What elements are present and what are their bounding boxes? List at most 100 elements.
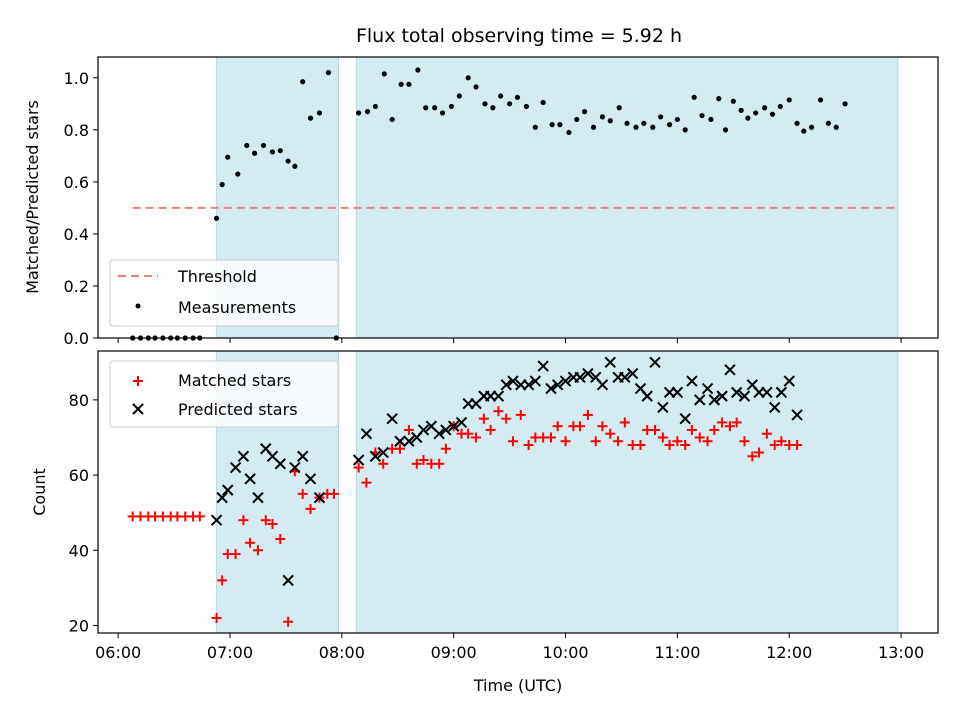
matched-star-point (776, 436, 787, 447)
matched-star-point (724, 421, 735, 432)
matched-star-point (575, 421, 586, 432)
matched-star-point (283, 616, 294, 627)
measurement-point (540, 99, 546, 106)
predicted-star-point (775, 386, 788, 399)
predicted-star-point (274, 458, 287, 470)
matched-star-point (769, 440, 780, 450)
x-tick-label: 09:00 (431, 643, 477, 662)
bottom-y-axis-label: Count (30, 468, 49, 516)
predicted-star-point (492, 390, 505, 402)
x-tick-label: 11:00 (654, 643, 700, 662)
predicted-legend-swatch (132, 403, 144, 415)
predicted-star-point (229, 461, 242, 474)
top-legend: Threshold Measurements (109, 259, 339, 327)
measurement-point (381, 71, 387, 77)
predicted-star-point (730, 386, 743, 399)
top-y-axis-label: Matched/Predicted stars (23, 100, 42, 294)
matched-star-point (702, 436, 713, 447)
measurement-point (235, 171, 241, 177)
bottom-shaded-intervals (216, 350, 899, 634)
matched-star-point (657, 432, 668, 443)
measurement-point (674, 116, 680, 123)
bottom-axes-frame (97, 350, 939, 634)
matched-star-point (260, 515, 271, 526)
predicted-star-point (386, 412, 398, 425)
predicted-star-point (447, 420, 460, 432)
predicted-star-point (352, 454, 365, 466)
predicted-star-point (551, 379, 564, 391)
measurement-point (507, 101, 513, 107)
matched-star-point (252, 545, 263, 556)
measurement-point (269, 149, 276, 155)
measurement-point (777, 103, 783, 110)
predicted-legend-label: Predicted stars (178, 400, 298, 419)
measurement-point (745, 115, 751, 121)
matched-star-point (230, 549, 241, 560)
bottom-legend: Matched stars Predicted stars (109, 360, 339, 428)
measurement-point (423, 105, 429, 111)
bottom-panel: 20 40 60 80 06:00 07:00 08:00 09:00 10:00 11:00 1… (30, 350, 939, 695)
measurement-point (482, 101, 488, 107)
x-tick-label: 08:00 (319, 643, 365, 662)
measurement-point (285, 158, 291, 164)
matched-star-point (378, 458, 389, 469)
y-tick-label: 60 (69, 466, 89, 485)
predicted-star-point (222, 484, 234, 496)
measurement-point (406, 81, 412, 87)
measurement-point (307, 115, 314, 121)
matched-star-point (297, 488, 308, 499)
top-panel: 0.0 0.2 0.4 0.6 0.8 1.0 Matched/Predicted sta… (23, 56, 939, 348)
measurement-point (251, 150, 258, 156)
matched-star-point (731, 417, 742, 428)
measurement-point (574, 116, 580, 123)
predicted-star-point (304, 473, 317, 485)
bottom-x-ticks: 06:00 07:00 08:00 09:00 10:00 11:00 12:00 13:00 (95, 633, 924, 662)
top-data-marks (130, 67, 898, 341)
matched-star-point (403, 424, 414, 435)
predicted-star-point (296, 450, 309, 462)
measurement-point (825, 120, 831, 126)
matched-star-point (761, 428, 772, 439)
matched-star-point (418, 455, 429, 466)
measurement-point (716, 96, 722, 102)
x-tick-label: 12:00 (766, 643, 812, 662)
predicted-star-point (596, 379, 609, 391)
predicted-star-point (671, 386, 684, 399)
measurement-point (415, 67, 421, 73)
predicted-star-point (724, 364, 736, 376)
measurement-point (260, 142, 267, 149)
measurement-point (389, 116, 395, 123)
measurement-point (650, 124, 656, 130)
measurement-point (624, 120, 630, 126)
matched-star-point (672, 436, 683, 447)
bottom-data-marks (127, 356, 803, 627)
predicted-star-point (716, 390, 728, 402)
measurement-point (225, 154, 231, 160)
predicted-star-point (313, 491, 326, 504)
chart-title: Flux total observing time = 5.92 h (356, 25, 682, 47)
measurement-point (590, 124, 597, 130)
predicted-star-point (641, 390, 653, 402)
predicted-star-point (783, 375, 795, 387)
matched-star-point (680, 440, 691, 450)
matched-star-point (717, 417, 728, 428)
top-legend-box (109, 259, 339, 327)
matched-star-point (507, 436, 518, 447)
measurement-point (738, 107, 744, 113)
predicted-star-point (417, 424, 430, 436)
predicted-star-point (522, 379, 535, 391)
y-tick-label: 0.6 (64, 173, 89, 192)
matched-star-point (501, 413, 512, 424)
measurement-point (607, 118, 613, 124)
predicted-star-point (244, 473, 256, 485)
y-tick-label: 0.2 (64, 277, 89, 296)
measurement-point (666, 122, 673, 128)
measurement-point (219, 181, 225, 188)
matched-star-point (275, 534, 286, 544)
predicted-star-point (582, 367, 594, 380)
measurement-point (809, 124, 815, 130)
x-tick-label: 07:00 (207, 643, 253, 662)
matched-star-point (493, 406, 504, 417)
matched-star-point (694, 432, 705, 443)
